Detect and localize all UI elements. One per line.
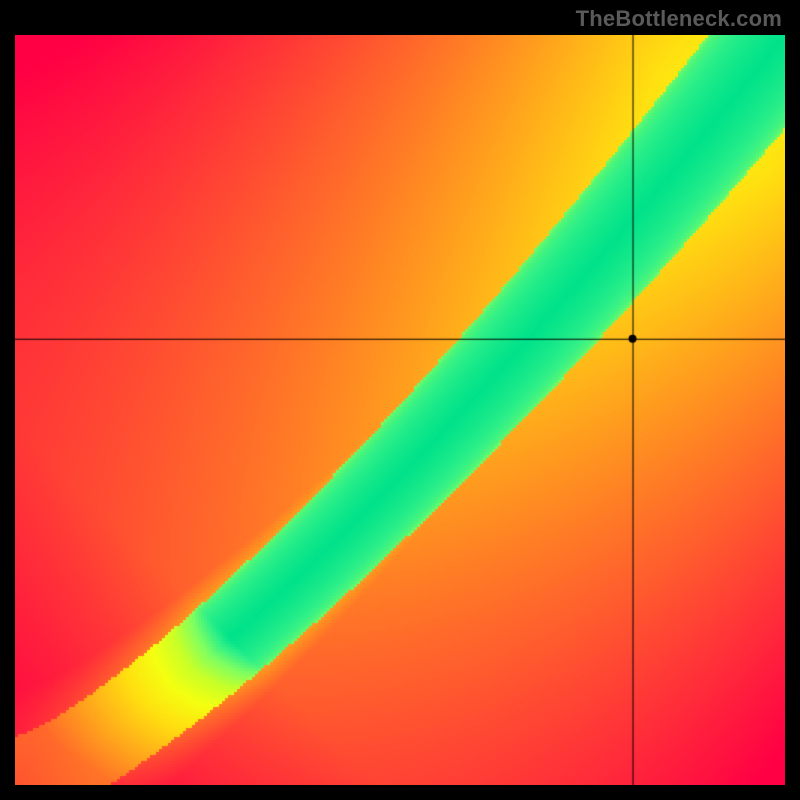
heatmap-canvas: [15, 35, 785, 785]
watermark-text: TheBottleneck.com: [576, 6, 782, 32]
chart-container: TheBottleneck.com: [0, 0, 800, 800]
